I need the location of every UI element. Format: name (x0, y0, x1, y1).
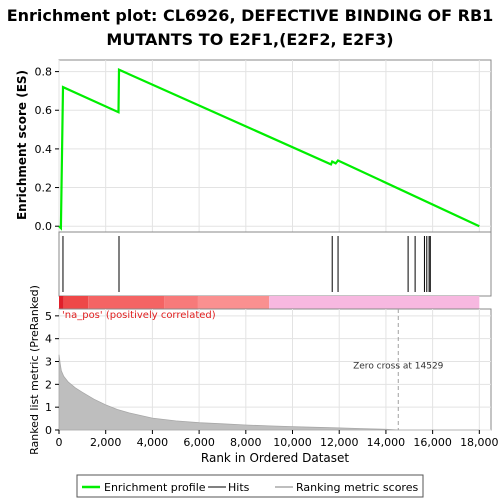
x-axis-label: Rank in Ordered Dataset (201, 451, 349, 465)
positive-correlation-label: 'na_pos' (positively correlated) (62, 310, 216, 321)
x-tick-label: 0 (56, 436, 63, 449)
legend-box (76, 474, 424, 498)
legend: Enrichment profile Hits Ranking metric s… (76, 474, 424, 498)
zero-cross-label: Zero cross at 14529 (353, 361, 444, 371)
metric-y-tick-label: 0 (45, 424, 52, 437)
enrichment-profile-line (58, 68, 480, 231)
chart-title-line1: Enrichment plot: CL6926, DEFECTIVE BINDI… (7, 6, 494, 25)
legend-metric-label: Ranking metric scores (296, 481, 418, 494)
x-tick-label: 2,000 (90, 436, 122, 449)
metric-y-tick-label: 3 (45, 356, 52, 369)
color-band (269, 296, 480, 309)
chart-title-line2: MUTANTS TO E2F1,(E2F2, E2F3) (106, 30, 393, 49)
es-y-tick-label: 0.4 (35, 143, 53, 156)
x-tick-label: 14,000 (367, 436, 406, 449)
hits-panel (58, 231, 492, 297)
x-tick-label: 4,000 (137, 436, 169, 449)
metric-y-tick-label: 5 (45, 310, 52, 323)
es-y-axis-label: Enrichment score (ES) (15, 70, 29, 220)
es-y-tick-label: 0.8 (35, 66, 53, 79)
x-tick-label: 6,000 (183, 436, 215, 449)
es-y-tick-label: 0.6 (35, 104, 53, 117)
x-tick-label: 10,000 (273, 436, 312, 449)
x-tick-label: 12,000 (320, 436, 359, 449)
metric-panel (58, 308, 492, 431)
color-band (164, 296, 198, 309)
metric-y-tick-label: 2 (45, 378, 52, 391)
x-tick-label: 18,000 (460, 436, 499, 449)
x-tick-label: 8,000 (230, 436, 262, 449)
es-panel (58, 59, 492, 233)
ranking-metric-area (58, 354, 480, 431)
legend-hits-label: Hits (228, 481, 250, 494)
color-band (197, 296, 270, 309)
es-y-tick-label: 0.0 (35, 220, 53, 233)
metric-y-tick-label: 1 (45, 401, 52, 414)
color-band (63, 296, 89, 309)
x-tick-label: 16,000 (413, 436, 452, 449)
color-band (88, 296, 165, 309)
es-y-tick-label: 0.2 (35, 182, 53, 195)
legend-enrichment-label: Enrichment profile (104, 481, 206, 494)
metric-y-axis-label: Ranked list metric (PreRanked) (28, 285, 41, 455)
color-band (59, 296, 64, 309)
metric-y-tick-label: 4 (45, 333, 52, 346)
